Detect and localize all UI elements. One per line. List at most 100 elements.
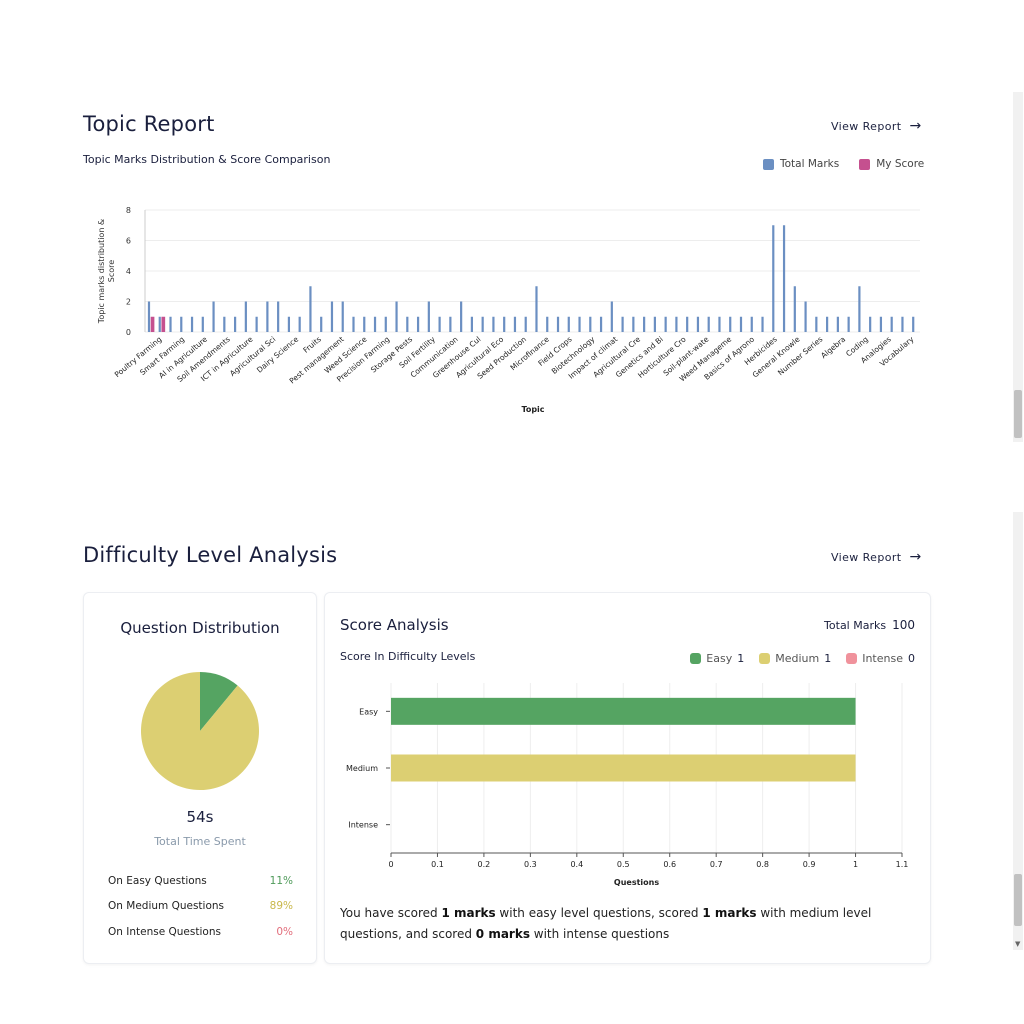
total-marks-bar <box>793 286 796 332</box>
total-marks-bar <box>879 316 883 332</box>
legend-intense-name: Intense <box>862 652 903 665</box>
y-tick-label: 4 <box>126 267 131 276</box>
difficulty-title: Difficulty Level Analysis <box>83 543 338 567</box>
topic-view-report-label: View Report <box>831 119 902 133</box>
total-marks-bar <box>729 316 732 332</box>
total-marks-bar <box>158 316 161 332</box>
total-marks-bar <box>416 316 420 332</box>
legend-medium-name: Medium <box>775 652 820 665</box>
time-row-medium-label: On Medium Questions <box>108 900 225 912</box>
summary-intense-marks: 0 marks <box>475 927 530 941</box>
bar-easy <box>391 697 856 725</box>
total-marks-bar <box>524 316 527 332</box>
difficulty-scrollbar-thumb[interactable] <box>1014 874 1022 926</box>
time-row-intense-value: 0% <box>276 926 293 938</box>
total-marks-bar <box>298 316 301 332</box>
score-levels-subtitle: Score In Difficulty Levels <box>340 650 476 663</box>
total-marks-bar <box>901 316 904 332</box>
topic-report-title: Topic Report <box>83 112 215 136</box>
topic-view-report-link[interactable]: View Report → <box>831 119 922 133</box>
y-axis-title: Topic marks distribution &Score <box>97 219 116 324</box>
total-marks-bar <box>373 316 377 332</box>
legend-medium-swatch <box>759 653 771 664</box>
total-marks-bar <box>470 316 473 332</box>
x-tick-label: 1 <box>853 860 858 869</box>
topic-scrollbar-thumb[interactable] <box>1014 390 1022 438</box>
total-marks-bar <box>912 316 915 332</box>
score-summary: You have scored 1 marks with easy level … <box>340 903 920 945</box>
y-tick-label: 6 <box>126 237 131 246</box>
total-marks-bar <box>761 316 764 332</box>
total-marks-bar <box>169 316 172 332</box>
legend-my-score-label: My Score <box>876 158 925 170</box>
bar-medium <box>391 754 856 782</box>
total-marks-bar <box>427 301 430 332</box>
total-marks-bar <box>750 316 753 332</box>
y-tick-label: Medium <box>346 764 378 773</box>
topic-chart-subtitle: Topic Marks Distribution & Score Compari… <box>83 153 331 166</box>
difficulty-bar-chart: 0 0.1 0.2 0.3 0.4 0.5 0.6 0.7 0.8 0.9 1 1.1 Easy Medi… <box>346 683 908 887</box>
x-axis-title: Questions <box>614 878 659 887</box>
total-marks-bar <box>244 301 247 332</box>
question-distribution-title: Question Distribution <box>120 619 280 637</box>
x-tick-label: 0.8 <box>756 860 769 869</box>
total-marks-bar <box>352 316 355 332</box>
x-tick-label: 0.6 <box>663 860 676 869</box>
total-marks-bar <box>201 316 204 332</box>
score-analysis-title: Score Analysis <box>340 616 449 634</box>
total-marks-bar <box>438 316 441 332</box>
time-row-intense: On Intense Questions 0% <box>108 926 293 938</box>
total-marks-bar <box>255 316 258 332</box>
total-marks-bar <box>632 316 635 332</box>
difficulty-legend: Easy 1 Medium 1 Intense 0 <box>690 652 915 665</box>
y-tick-label: 0 <box>126 328 131 337</box>
legend-easy-name: Easy <box>706 652 733 665</box>
total-marks-bar <box>277 301 280 332</box>
x-tick-label: 0.1 <box>431 860 444 869</box>
question-distribution-card: Question Distribution 54s Total Time Spe… <box>83 592 317 964</box>
time-row-easy-label: On Easy Questions <box>108 875 207 887</box>
total-marks-value: 100 <box>892 618 915 632</box>
total-marks-bar <box>503 316 506 332</box>
total-marks-bar <box>772 225 775 332</box>
total-marks-bar <box>546 316 549 332</box>
time-spent-value: 54s <box>186 808 214 826</box>
total-marks-bar <box>147 301 151 332</box>
time-row-easy: On Easy Questions 11% <box>108 875 293 887</box>
arrow-right-icon: → <box>909 549 922 565</box>
legend-easy-count: 1 <box>737 652 745 665</box>
scroll-down-icon[interactable]: ▼ <box>1015 940 1021 948</box>
summary-text-2: with easy level questions, scored <box>495 906 703 920</box>
legend-total-marks-label: Total Marks <box>780 158 840 170</box>
x-tick-label: 0.4 <box>570 860 583 869</box>
time-row-medium-value: 89% <box>269 900 293 912</box>
total-marks-bar <box>826 316 829 332</box>
legend-intense-swatch <box>846 653 858 664</box>
total-marks-bar <box>449 316 452 332</box>
total-marks-bar <box>599 316 603 332</box>
total-marks-bar <box>492 316 495 332</box>
topic-scrollbar[interactable] <box>1013 92 1023 442</box>
total-marks-bar <box>223 316 226 332</box>
difficulty-view-report-link[interactable]: View Report → <box>831 550 922 564</box>
difficulty-scrollbar[interactable]: ▼ <box>1013 512 1023 950</box>
total-marks-bar <box>675 316 678 332</box>
total-marks-bar <box>858 286 861 332</box>
total-marks-bar <box>212 301 215 332</box>
time-row-intense-label: On Intense Questions <box>108 926 221 938</box>
x-tick-label: 0.9 <box>803 860 816 869</box>
time-row-medium: On Medium Questions 89% <box>108 900 293 912</box>
my-score-bar <box>161 316 166 332</box>
total-marks-bar <box>589 316 592 332</box>
total-marks-bar <box>287 316 291 332</box>
total-marks-bar <box>341 301 344 332</box>
total-marks-bar <box>643 316 646 332</box>
total-marks-bar <box>836 316 839 332</box>
legend-easy-swatch <box>690 653 702 664</box>
x-tick-label: 0.3 <box>524 860 537 869</box>
total-marks-bar <box>686 316 689 332</box>
topic-legend: Total Marks My Score <box>763 158 924 170</box>
total-marks-bar <box>266 301 269 332</box>
total-marks-bar <box>180 316 183 332</box>
